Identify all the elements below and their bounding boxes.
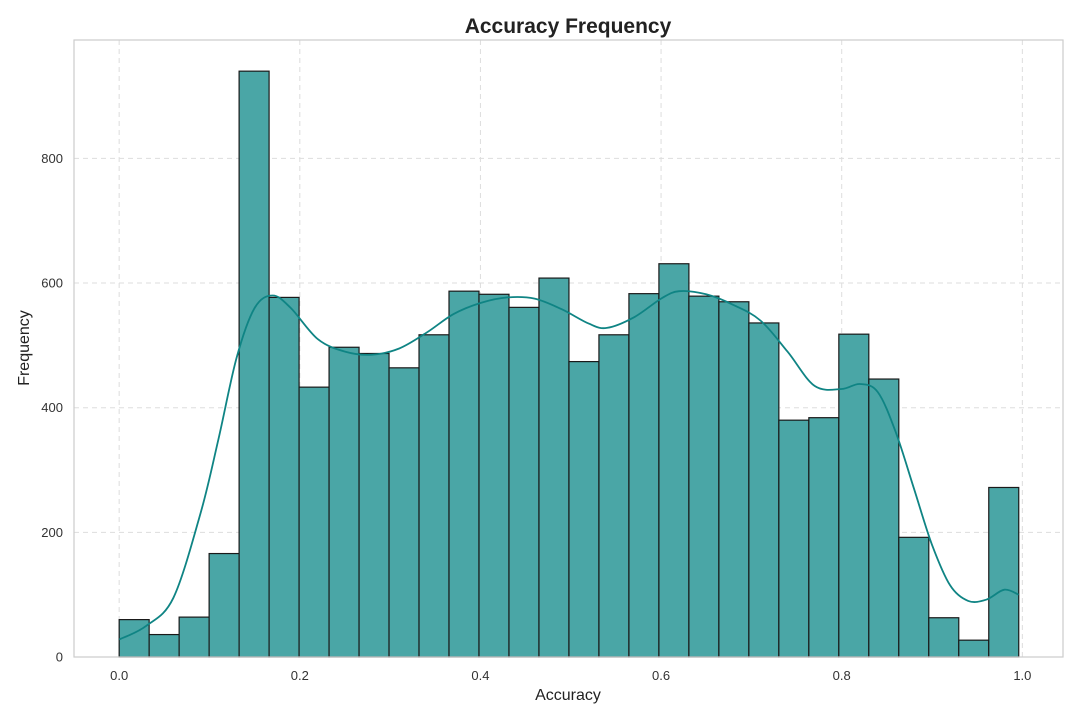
kde-line [118, 290, 1020, 641]
histogram-bar [358, 352, 390, 658]
histogram-bar [448, 290, 480, 658]
y-axis-label: Frequency [16, 310, 33, 386]
histogram-bar [178, 616, 210, 658]
x-tick-label: 0.8 [833, 668, 851, 683]
x-tick-label: 0.6 [652, 668, 670, 683]
x-tick-label: 0.0 [110, 668, 128, 683]
chart-title: Accuracy Frequency [465, 15, 672, 38]
histogram-bar [958, 639, 990, 658]
histogram-bar [778, 419, 810, 658]
histogram-bar [268, 296, 300, 658]
x-tick-label: 1.0 [1013, 668, 1031, 683]
histogram-bar [418, 334, 450, 658]
x-tick-labels: 0.0 0.2 0.4 0.6 0.8 1.0 [110, 668, 1031, 683]
histogram-bar [538, 277, 570, 658]
histogram-bar [748, 322, 780, 658]
histogram-bar [808, 417, 840, 658]
histogram-bar [658, 263, 690, 658]
x-axis-label: Accuracy [535, 687, 601, 704]
histogram-bar [628, 293, 660, 658]
plot-border [73, 39, 1064, 658]
histogram-bar [898, 536, 930, 658]
y-tick-label: 0 [56, 650, 63, 665]
histogram-bar [868, 378, 900, 658]
histogram-bar [238, 70, 270, 658]
histogram-bar [328, 346, 360, 658]
y-tick-label: 800 [41, 151, 63, 166]
histogram-bars [118, 70, 1020, 658]
y-tick-label: 600 [41, 276, 63, 291]
histogram-bar [988, 486, 1020, 658]
histogram-bar [298, 386, 330, 658]
histogram-bar [388, 367, 420, 658]
y-tick-label: 200 [41, 525, 63, 540]
y-tick-labels: 0 200 400 600 800 [41, 151, 63, 665]
histogram-bar [598, 334, 630, 658]
histogram-bar [508, 306, 540, 658]
kde-curve [118, 290, 1020, 641]
histogram-bar [688, 295, 720, 658]
y-tick-label: 400 [41, 400, 63, 415]
x-tick-label: 0.4 [471, 668, 489, 683]
histogram-bar [208, 552, 240, 658]
histogram-bar [148, 633, 180, 658]
histogram-bar [718, 301, 750, 658]
plot-frame [73, 39, 1064, 658]
x-tick-label: 0.2 [291, 668, 309, 683]
histogram-bar [478, 293, 510, 658]
histogram-bar [568, 360, 600, 658]
histogram-bar [928, 617, 960, 658]
histogram-bar [838, 333, 870, 658]
